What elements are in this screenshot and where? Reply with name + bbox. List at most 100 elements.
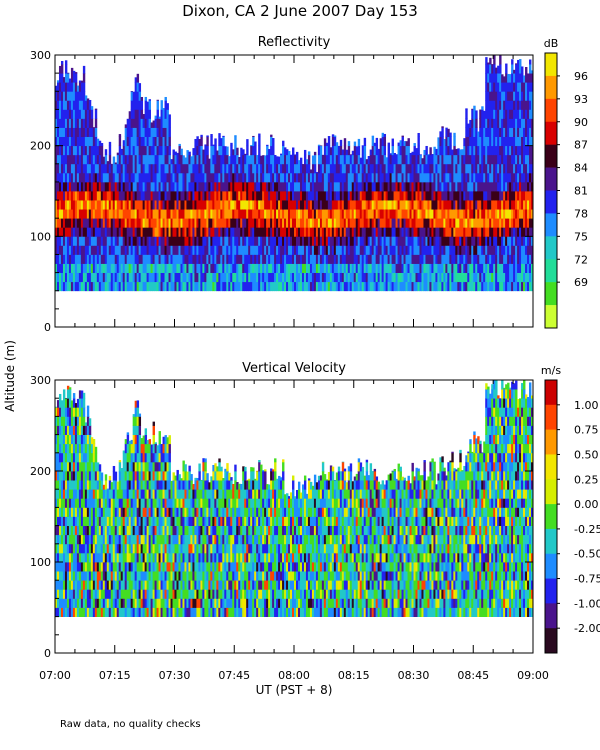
heatmap-cell	[166, 118, 169, 128]
heatmap-cell	[377, 281, 381, 292]
heatmap-cell	[228, 200, 231, 210]
heatmap-cell	[90, 181, 94, 192]
heatmap-cell	[517, 172, 520, 183]
heatmap-cell	[337, 154, 341, 165]
heatmap-cell	[319, 181, 323, 192]
heatmap-cell	[387, 272, 390, 283]
heatmap-cell	[481, 245, 484, 255]
heatmap-cell	[403, 272, 406, 283]
heatmap-cell	[62, 127, 66, 137]
heatmap-column	[252, 135, 255, 292]
heatmap-cell	[401, 272, 404, 283]
heatmap-cell	[78, 145, 82, 156]
heatmap-cell	[124, 127, 128, 137]
heatmap-cell	[513, 73, 516, 83]
heatmap-cell	[501, 82, 504, 92]
heatmap-cell	[68, 598, 72, 608]
heatmap-column	[150, 122, 153, 292]
heatmap-cell	[234, 181, 237, 192]
heatmap-cell	[74, 272, 78, 283]
heatmap-cell	[517, 109, 520, 119]
heatmap-cell	[387, 218, 390, 228]
heatmap-cell	[499, 236, 502, 246]
heatmap-cell	[200, 272, 203, 283]
heatmap-cell	[531, 272, 534, 283]
heatmap-column	[254, 141, 257, 292]
heatmap-cell	[214, 281, 217, 292]
heatmap-cell	[260, 245, 263, 255]
heatmap-cell	[68, 109, 72, 119]
heatmap-cell	[489, 100, 492, 110]
heatmap-cell	[379, 154, 383, 165]
heatmap-cell	[96, 138, 100, 147]
heatmap-cell	[240, 147, 243, 156]
heatmap-cell	[60, 254, 64, 264]
heatmap-cell	[240, 163, 243, 174]
colorbar-tick-label: 93	[574, 93, 588, 106]
heatmap-cell	[371, 154, 375, 165]
heatmap-column	[114, 162, 118, 292]
heatmap-cell	[361, 236, 365, 246]
heatmap-cell	[521, 82, 524, 92]
heatmap-cell	[419, 154, 422, 156]
heatmap-cell	[323, 191, 327, 201]
heatmap-cell	[521, 254, 524, 264]
heatmap-cell	[493, 191, 496, 201]
heatmap-cell	[102, 200, 106, 210]
heatmap-cell	[501, 91, 504, 101]
heatmap-cell	[425, 263, 428, 273]
heatmap-cell	[116, 281, 120, 292]
heatmap-cell	[174, 227, 177, 237]
heatmap-cell	[132, 154, 136, 165]
heatmap-cell	[286, 263, 289, 273]
heatmap-cell	[82, 236, 86, 246]
heatmap-cell	[385, 191, 389, 201]
heatmap-cell	[136, 181, 140, 192]
heatmap-cell	[461, 245, 464, 255]
heatmap-cell	[453, 245, 456, 255]
heatmap-cell	[481, 254, 484, 264]
heatmap-cell	[353, 200, 357, 210]
heatmap-cell	[363, 163, 367, 174]
heatmap-cell	[160, 245, 163, 255]
heatmap-cell	[170, 181, 173, 192]
heatmap-column	[76, 85, 80, 292]
heatmap-cell	[523, 91, 526, 101]
heatmap-cell	[373, 254, 377, 264]
heatmap-cell	[429, 209, 432, 219]
heatmap-cell	[218, 145, 221, 156]
heatmap-cell	[80, 218, 84, 228]
heatmap-cell	[439, 163, 442, 174]
heatmap-cell	[363, 272, 367, 283]
heatmap-cell	[266, 281, 269, 292]
heatmap-cell	[445, 136, 448, 147]
heatmap-column	[104, 149, 108, 292]
heatmap-cell	[174, 191, 177, 201]
heatmap-cell	[383, 181, 387, 192]
heatmap-cell	[485, 209, 488, 219]
heatmap-cell	[74, 200, 78, 210]
heatmap-cell	[56, 580, 60, 590]
heatmap-cell	[501, 281, 504, 292]
heatmap-cell	[379, 163, 383, 174]
heatmap-cell	[421, 218, 424, 228]
heatmap-cell	[329, 181, 333, 192]
heatmap-cell	[60, 489, 64, 499]
heatmap-cell	[242, 200, 245, 210]
heatmap-cell	[481, 109, 484, 119]
heatmap-cell	[72, 281, 76, 292]
heatmap-cell	[178, 191, 181, 201]
heatmap-cell	[311, 218, 315, 228]
heatmap-cell	[216, 191, 219, 201]
heatmap-cell	[162, 281, 165, 292]
heatmap-cell	[357, 263, 361, 273]
heatmap-cell	[78, 181, 82, 192]
heatmap-cell	[78, 80, 82, 83]
heatmap-cell	[212, 245, 215, 255]
heatmap-cell	[126, 272, 130, 283]
heatmap-cell	[371, 227, 375, 237]
heatmap-cell	[88, 99, 92, 101]
heatmap-cell	[477, 209, 480, 219]
heatmap-cell	[280, 245, 283, 255]
